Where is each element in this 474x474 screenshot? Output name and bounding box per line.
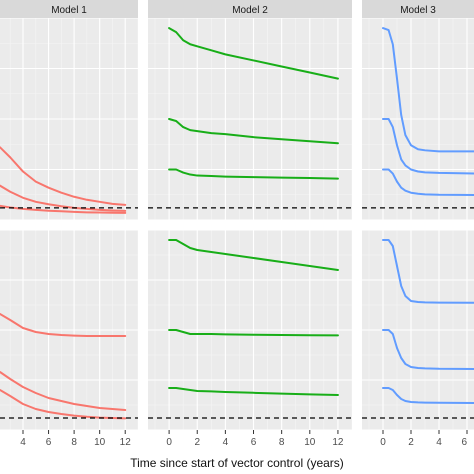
x-tick-label: 8 bbox=[279, 437, 285, 448]
series-line-3 bbox=[382, 387, 474, 404]
series-line-3 bbox=[168, 168, 339, 180]
series-line-2 bbox=[0, 184, 127, 212]
facet-strip-label: Model 3 bbox=[400, 5, 436, 16]
series-line-3 bbox=[168, 387, 339, 396]
series-line-1 bbox=[168, 239, 339, 271]
panel-plot-area bbox=[148, 230, 352, 430]
series-line-1 bbox=[382, 27, 474, 153]
x-tick-label: 2 bbox=[408, 437, 414, 448]
series-line-1 bbox=[0, 313, 127, 337]
x-tick-label: 4 bbox=[20, 437, 26, 448]
x-tick-label: 8 bbox=[71, 437, 77, 448]
series-line-2 bbox=[382, 118, 474, 175]
panel-plot-area bbox=[0, 230, 138, 430]
x-tick-label: 4 bbox=[436, 437, 442, 448]
panel-plot-area bbox=[148, 18, 352, 220]
facet-strip bbox=[0, 0, 138, 18]
facet-strip-label: Model 2 bbox=[232, 5, 268, 16]
facet-strip bbox=[148, 0, 352, 18]
panel-plot-area bbox=[362, 230, 474, 430]
series-line-3 bbox=[382, 168, 474, 196]
series-line-1 bbox=[382, 239, 474, 304]
panel-plot-area bbox=[0, 18, 138, 220]
series-line-2 bbox=[168, 329, 339, 337]
x-tick-label: 6 bbox=[251, 437, 257, 448]
series-line-2 bbox=[168, 118, 339, 145]
x-axis-title: Time since start of vector control (year… bbox=[130, 456, 344, 470]
facet-panel-2-2: 0 2 4 6 8 10 12 bbox=[148, 230, 352, 448]
x-tick-label: 12 bbox=[332, 437, 344, 448]
facet-strip-label: Model 1 bbox=[51, 5, 87, 16]
series-line-1 bbox=[0, 146, 127, 206]
x-tick-label: 6 bbox=[46, 437, 52, 448]
facet-strip bbox=[362, 0, 474, 18]
panel-plot-area bbox=[362, 18, 474, 220]
x-tick-label: 0 bbox=[380, 437, 386, 448]
x-tick-label: 4 bbox=[223, 437, 229, 448]
series-line-1 bbox=[168, 27, 339, 80]
x-tick-label: 6 bbox=[461, 437, 467, 448]
facet-panel-1-1: Model 1 bbox=[0, 0, 138, 220]
facet-panel-2-1: 4 6 8 10 12 bbox=[0, 230, 138, 448]
facet-panel-1-3: Model 3 bbox=[362, 0, 474, 220]
series-line-2 bbox=[382, 329, 474, 370]
x-tick-label: 2 bbox=[194, 437, 200, 448]
x-tick-label: 10 bbox=[94, 437, 106, 448]
series-line-2 bbox=[0, 371, 127, 411]
facet-panel-1-2: Model 2 bbox=[148, 0, 352, 220]
x-tick-label: 10 bbox=[304, 437, 316, 448]
x-tick-label: 0 bbox=[166, 437, 172, 448]
facet-panel-2-3: 0 2 4 6 bbox=[362, 230, 474, 448]
x-tick-label: 12 bbox=[120, 437, 132, 448]
